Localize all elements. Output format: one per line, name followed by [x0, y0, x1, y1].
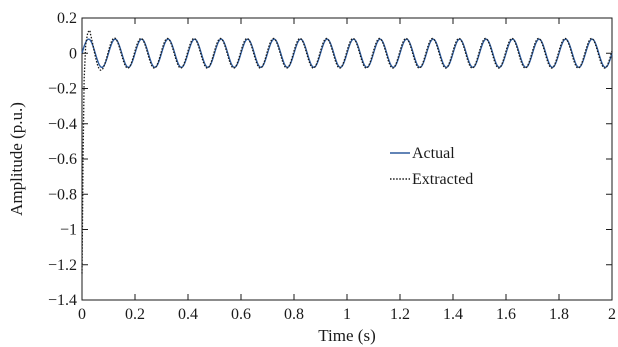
y-tick-label: −0.4	[48, 116, 77, 133]
x-tick-label: 0.8	[284, 306, 304, 323]
ticks-layer: 0 0.2 0.4 0.6 0.8 1 1.2 1.4 1.6 1.8 2 0.2 0 −0.2 −0.4 −…	[48, 10, 616, 323]
y-tick-label: −1	[60, 222, 77, 239]
legend: Actual Extracted	[390, 145, 473, 188]
x-tick-label: 0.4	[178, 306, 198, 323]
plot-frame	[81, 17, 613, 301]
x-tick-label: 0.2	[125, 306, 145, 323]
y-tick-label: −1.4	[48, 292, 77, 309]
x-tick-label: 1.8	[549, 306, 569, 323]
y-tick-label: 0.2	[57, 10, 77, 27]
y-tick-label: −0.6	[48, 151, 77, 168]
x-tick-label: 1.2	[390, 306, 410, 323]
y-tick-label: −0.2	[48, 81, 77, 98]
legend-label-actual: Actual	[412, 145, 455, 162]
x-tick-label: 1.4	[443, 306, 463, 323]
y-tick-label: 0	[69, 45, 77, 62]
x-tick-label: 1	[343, 306, 351, 323]
series-layer	[81, 29, 613, 274]
series-line-extracted	[81, 29, 613, 274]
legend-label-extracted: Extracted	[412, 171, 473, 188]
y-axis-title: Amplitude (p.u.)	[7, 102, 26, 216]
x-axis-title: Time (s)	[318, 326, 375, 345]
x-tick-label: 0.6	[231, 306, 251, 323]
plot-area: 0 0.2 0.4 0.6 0.8 1 1.2 1.4 1.6 1.8 2 0.2 0 −0.2 −0.4 −…	[48, 10, 616, 323]
x-tick-label: 0	[78, 306, 86, 323]
y-tick-label: −0.8	[48, 186, 77, 203]
y-tick-label: −1.2	[48, 257, 77, 274]
x-tick-label: 2	[608, 306, 616, 323]
x-tick-label: 1.6	[496, 306, 516, 323]
